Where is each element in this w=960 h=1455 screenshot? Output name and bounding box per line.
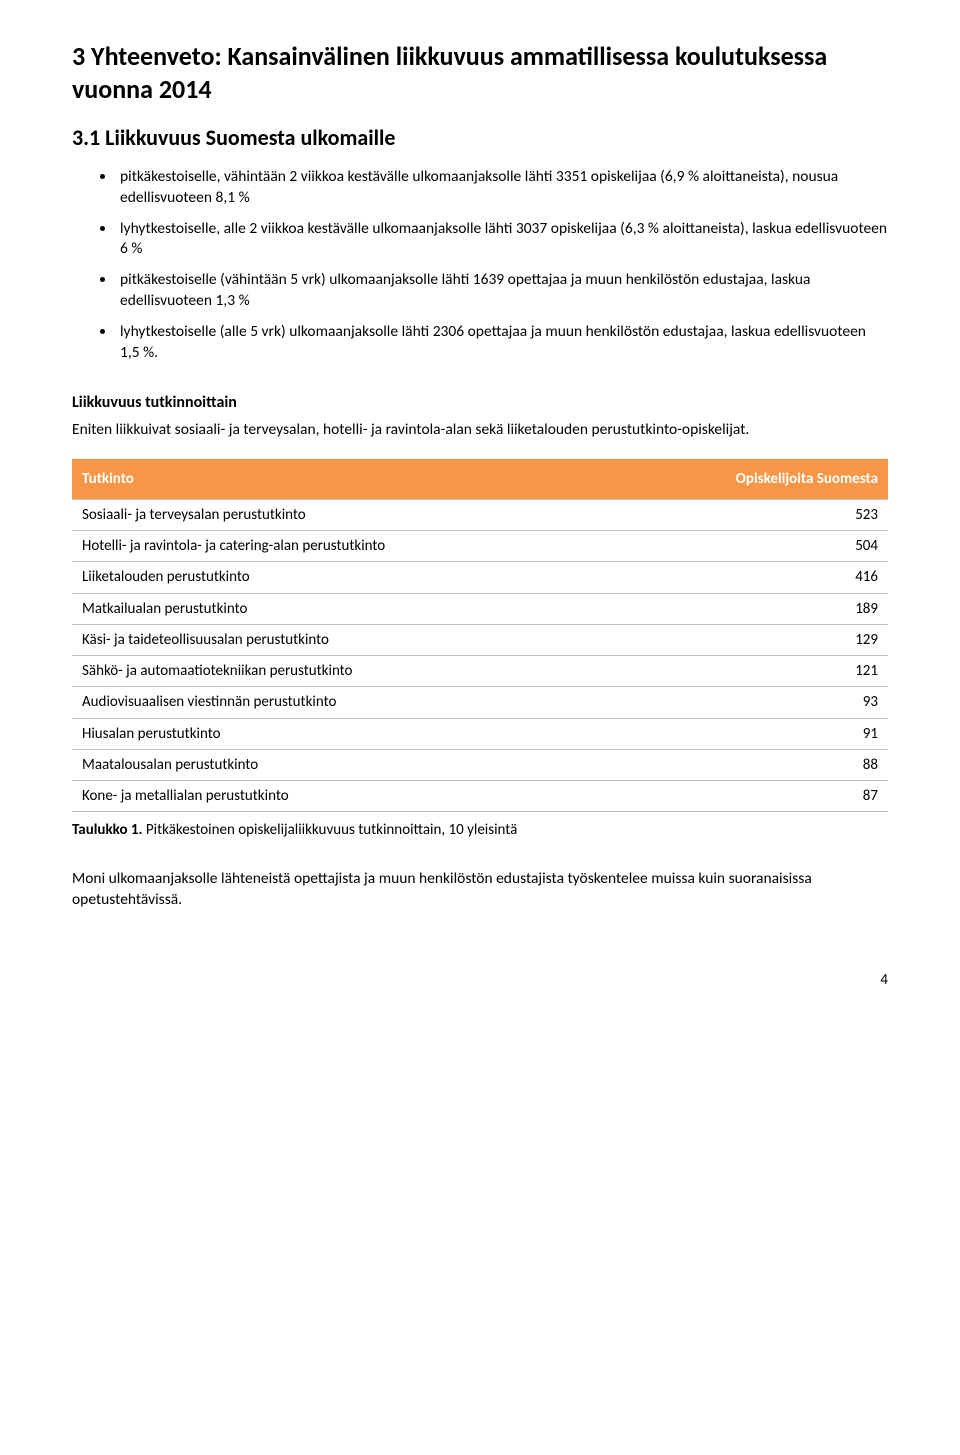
cell-value: 121: [615, 656, 888, 687]
table-row: Käsi- ja taideteollisuusalan perustutkin…: [72, 624, 888, 655]
subsection-body: Eniten liikkuivat sosiaali- ja terveysal…: [72, 420, 888, 441]
cell-value: 91: [615, 718, 888, 749]
cell-name: Hiusalan perustutkinto: [72, 718, 615, 749]
table-row: Audiovisuaalisen viestinnän perustutkint…: [72, 687, 888, 718]
page-number: 4: [72, 970, 888, 990]
caption-text: Pitkäkestoinen opiskelijaliikkuvuus tutk…: [143, 821, 518, 839]
cell-name: Maatalousalan perustutkinto: [72, 749, 615, 780]
section-heading: 3.1 Liikkuvuus Suomesta ulkomaille: [72, 123, 888, 153]
qualification-table: Tutkinto Opiskelijoita Suomesta Sosiaali…: [72, 459, 888, 813]
cell-value: 189: [615, 593, 888, 624]
cell-name: Kone- ja metallialan perustutkinto: [72, 781, 615, 812]
closing-paragraph: Moni ulkomaanjaksolle lähteneistä opetta…: [72, 869, 888, 911]
cell-value: 504: [615, 531, 888, 562]
table-row: Sosiaali- ja terveysalan perustutkinto 5…: [72, 499, 888, 530]
list-item: pitkäkestoiselle, vähintään 2 viikkoa ke…: [116, 167, 888, 209]
cell-value: 87: [615, 781, 888, 812]
bullet-list: pitkäkestoiselle, vähintään 2 viikkoa ke…: [72, 167, 888, 364]
col-header-opiskelijoita: Opiskelijoita Suomesta: [615, 459, 888, 500]
table-row: Matkailualan perustutkinto 189: [72, 593, 888, 624]
table-row: Maatalousalan perustutkinto 88: [72, 749, 888, 780]
subsection-title: Liikkuvuus tutkinnoittain: [72, 392, 888, 414]
col-header-tutkinto: Tutkinto: [72, 459, 615, 500]
cell-name: Sosiaali- ja terveysalan perustutkinto: [72, 499, 615, 530]
table-row: Hiusalan perustutkinto 91: [72, 718, 888, 749]
table-body: Sosiaali- ja terveysalan perustutkinto 5…: [72, 499, 888, 812]
cell-value: 93: [615, 687, 888, 718]
cell-name: Matkailualan perustutkinto: [72, 593, 615, 624]
table-row: Liiketalouden perustutkinto 416: [72, 562, 888, 593]
table-header-row: Tutkinto Opiskelijoita Suomesta: [72, 459, 888, 500]
table-row: Sähkö- ja automaatiotekniikan perustutki…: [72, 656, 888, 687]
cell-value: 88: [615, 749, 888, 780]
cell-name: Audiovisuaalisen viestinnän perustutkint…: [72, 687, 615, 718]
caption-label: Taulukko 1.: [72, 821, 143, 839]
table-row: Hotelli- ja ravintola- ja catering-alan …: [72, 531, 888, 562]
list-item: pitkäkestoiselle (vähintään 5 vrk) ulkom…: [116, 270, 888, 312]
table-row: Kone- ja metallialan perustutkinto 87: [72, 781, 888, 812]
cell-name: Liiketalouden perustutkinto: [72, 562, 615, 593]
cell-value: 416: [615, 562, 888, 593]
list-item: lyhytkestoiselle, alle 2 viikkoa kestävä…: [116, 219, 888, 261]
cell-name: Käsi- ja taideteollisuusalan perustutkin…: [72, 624, 615, 655]
cell-name: Sähkö- ja automaatiotekniikan perustutki…: [72, 656, 615, 687]
cell-value: 523: [615, 499, 888, 530]
list-item: lyhytkestoiselle (alle 5 vrk) ulkomaanja…: [116, 322, 888, 364]
cell-value: 129: [615, 624, 888, 655]
page-heading: 3 Yhteenveto: Kansainvälinen liikkuvuus …: [72, 40, 888, 105]
cell-name: Hotelli- ja ravintola- ja catering-alan …: [72, 531, 615, 562]
table-caption: Taulukko 1. Pitkäkestoinen opiskelijalii…: [72, 820, 888, 840]
